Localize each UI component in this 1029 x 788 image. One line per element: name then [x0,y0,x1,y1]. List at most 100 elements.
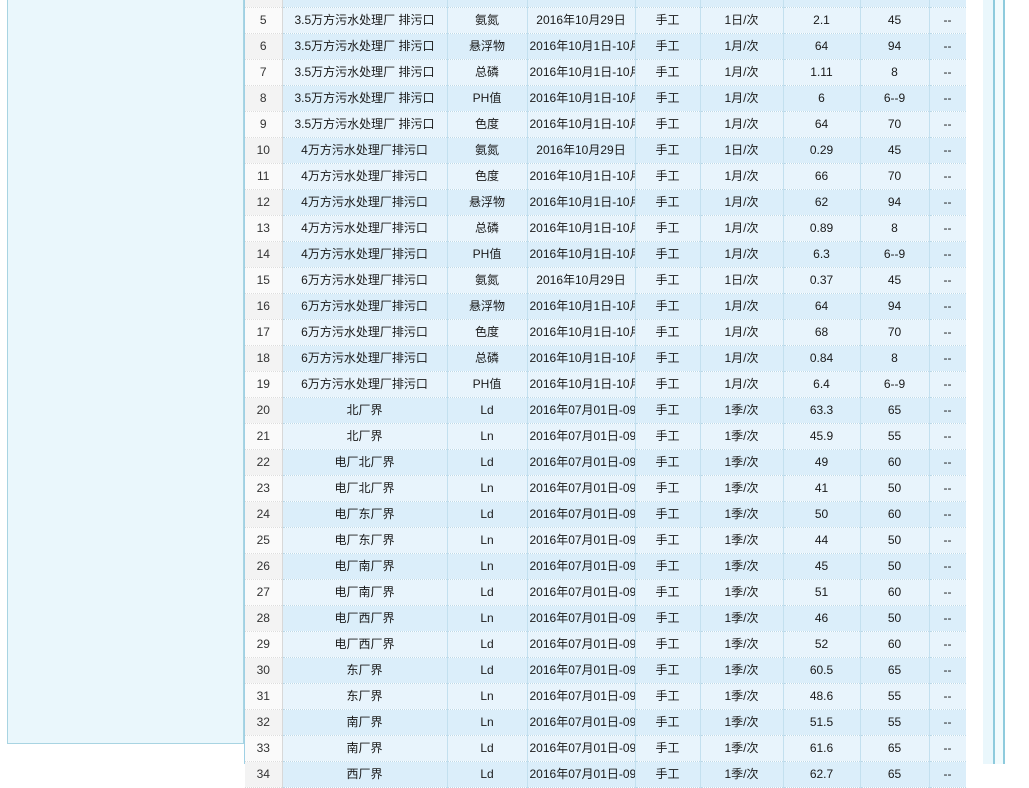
cell-std: 55 [860,709,930,736]
cell-value: 52 [783,631,861,658]
cell-std: 60 [860,501,930,528]
table-scroll-region[interactable]: 43#、4#锅炉废气排放烟道林格曼黑度2016年07月01日-09手工1季/次1… [245,0,966,788]
cell-std: 94 [860,293,930,320]
table-row[interactable]: 124万方污水处理厂排污口悬浮物2016年10月1日-10月31日手工1月/次6… [245,189,966,216]
cell-source: 电厂西厂界 [282,605,448,632]
cell-idx: 12 [245,189,283,216]
cell-source: 电厂东厂界 [282,527,448,554]
table-row[interactable]: 134万方污水处理厂排污口总磷2016年10月1日-10月31日手工1月/次0.… [245,215,966,242]
cell-value: 48.6 [783,683,861,710]
table-row[interactable]: 63.5万方污水处理厂 排污口悬浮物2016年10月1日-10月31日手工1月/… [245,33,966,60]
table-row[interactable]: 83.5万方污水处理厂 排污口PH值2016年10月1日-10月31日手工1月/… [245,85,966,112]
table-row[interactable]: 43#、4#锅炉废气排放烟道林格曼黑度2016年07月01日-09手工1季/次1… [245,0,966,8]
table-row[interactable]: 5 3.5万方污水处理厂 排污口 氨氮 2016年10月29日 手工 1日/次 2.1 45-… [245,7,966,34]
cell-freq: 1季/次 [700,735,784,762]
cell-item: 氨氮 [447,7,528,34]
cell-method: 手工 [635,527,701,554]
cell-item: 色度 [447,111,528,138]
cell-value: 64 [783,111,861,138]
cell-source: 6万方污水处理厂排污口 [282,345,448,372]
cell-date: 2016年07月01日-09 [527,683,636,710]
cell-std: 50 [860,527,930,554]
cell-idx: 22 [245,449,283,476]
cell-over: -- [929,475,966,502]
table-row[interactable]: 23 电厂北厂界 Ln 2016年07月01日-09 手工 1季/次 41 50 -- [245,475,966,502]
cell-source: 4万方污水处理厂排污口 [282,137,448,164]
cell-std: 55 [860,423,930,450]
cell-freq: 1月/次 [700,189,784,216]
table-row[interactable]: 24 电厂东厂界 Ld 2016年07月01日-09 手工 1季/次 50 60 -- [245,501,966,528]
cell-idx: 34 [245,761,283,788]
cell-idx: 9 [245,111,283,138]
cell-over: -- [929,631,966,658]
cell-date: 2016年07月01日-09 [527,735,636,762]
cell-item: 色度 [447,163,528,190]
cell-item: Ln [447,683,528,710]
cell-idx: 21 [245,423,283,450]
cell-item: 林格曼黑度 [447,0,528,8]
table-row[interactable]: 29 电厂西厂界 Ld 2016年07月01日-09 手工 1季/次 52 60 -- [245,631,966,658]
cell-freq: 1季/次 [700,0,784,8]
cell-freq: 1月/次 [700,345,784,372]
table-row[interactable]: 26 电厂南厂界 Ln 2016年07月01日-09 手工 1季/次 45 50 -- [245,553,966,580]
table-row[interactable]: 28 电厂西厂界 Ln 2016年07月01日-09 手工 1季/次 46 50 -- [245,605,966,632]
table-row[interactable]: 73.5万方污水处理厂 排污口总磷2016年10月1日-10月31日手工1月/次… [245,59,966,86]
table-row[interactable]: 196万方污水处理厂排污口PH值2016年10月1日-10月31日手工1月/次6… [245,371,966,398]
cell-value: 68 [783,319,861,346]
table-row[interactable]: 176万方污水处理厂排污口色度2016年10月1日-10月31日手工1月/次68… [245,319,966,346]
cell-method: 手工 [635,189,701,216]
frame-strip-outer [983,0,993,764]
cell-date: 2016年10月1日-10月31日 [527,111,636,138]
table-row[interactable]: 144万方污水处理厂排污口PH值2016年10月1日-10月31日手工1月/次6… [245,241,966,268]
cell-over: -- [929,215,966,242]
cell-item: Ln [447,527,528,554]
cell-item: PH值 [447,85,528,112]
cell-source: 北厂界 [282,397,448,424]
cell-std: 94 [860,33,930,60]
cell-date: 2016年10月1日-10月31日 [527,85,636,112]
cell-value: 62 [783,189,861,216]
cell-freq: 1月/次 [700,85,784,112]
cell-freq: 1季/次 [700,761,784,788]
cell-value: 0.37 [783,267,861,294]
table-row[interactable]: 114万方污水处理厂排污口色度2016年10月1日-10月31日手工1月/次66… [245,163,966,190]
table-row[interactable]: 93.5万方污水处理厂 排污口色度2016年10月1日-10月31日手工1月/次… [245,111,966,138]
cell-over: -- [929,527,966,554]
table-row[interactable]: 31 东厂界 Ln 2016年07月01日-09 手工 1季/次 48.6 55 -- [245,683,966,710]
table-row[interactable]: 30 东厂界 Ld 2016年07月01日-09 手工 1季/次 60.5 65 -- [245,657,966,684]
cell-method: 手工 [635,709,701,736]
table-row[interactable]: 20 北厂界 Ld 2016年07月01日-09 手工 1季/次 63.3 65 -- [245,397,966,424]
table-row[interactable]: 27 电厂南厂界 Ld 2016年07月01日-09 手工 1季/次 51 60 -- [245,579,966,606]
pollution-monitoring-table: 43#、4#锅炉废气排放烟道林格曼黑度2016年07月01日-09手工1季/次1… [245,0,966,788]
cell-value: 50 [783,501,861,528]
cell-method: 手工 [635,579,701,606]
table-row[interactable]: 33 南厂界 Ld 2016年07月01日-09 手工 1季/次 61.6 65 -- [245,735,966,762]
cell-value: 0.84 [783,345,861,372]
table-row[interactable]: 15 6万方污水处理厂排污口 氨氮 2016年10月29日 手工 1日/次 0.37 45 -- [245,267,966,294]
table-row[interactable]: 166万方污水处理厂排污口悬浮物2016年10月1日-10月31日手工1月/次6… [245,293,966,320]
table-row[interactable]: 25 电厂东厂界 Ln 2016年07月01日-09 手工 1季/次 44 50 -- [245,527,966,554]
table-row[interactable]: 22 电厂北厂界 Ld 2016年07月01日-09 手工 1季/次 49 60 -- [245,449,966,476]
cell-method: 手工 [635,423,701,450]
cell-source: 电厂北厂界 [282,475,448,502]
cell-date: 2016年07月01日-09 [527,657,636,684]
cell-freq: 1月/次 [700,111,784,138]
table-row[interactable]: 10 4万方污水处理厂排污口 氨氮 2016年10月29日 手工 1日/次 0.29 45 -- [245,137,966,164]
cell-idx: 27 [245,579,283,606]
cell-method: 手工 [635,319,701,346]
table-row[interactable]: 21 北厂界 Ln 2016年07月01日-09 手工 1季/次 45.9 55 -- [245,423,966,450]
cell-method: 手工 [635,397,701,424]
table-row[interactable]: 186万方污水处理厂排污口总磷2016年10月1日-10月31日手工1月/次0.… [245,345,966,372]
cell-value: 6.4 [783,371,861,398]
table-row[interactable]: 32 南厂界 Ln 2016年07月01日-09 手工 1季/次 51.5 55 -- [245,709,966,736]
cell-method: 手工 [635,85,701,112]
cell-date: 2016年07月01日-09 [527,579,636,606]
cell-method: 手工 [635,7,701,34]
cell-freq: 1日/次 [700,137,784,164]
cell-date: 2016年10月1日-10月31日 [527,189,636,216]
cell-std: 70 [860,163,930,190]
cell-idx: 8 [245,85,283,112]
table-row[interactable]: 34 西厂界 Ld 2016年07月01日-09 手工 1季/次 62.7 65 -- [245,761,966,788]
cell-idx: 18 [245,345,283,372]
cell-method: 手工 [635,475,701,502]
